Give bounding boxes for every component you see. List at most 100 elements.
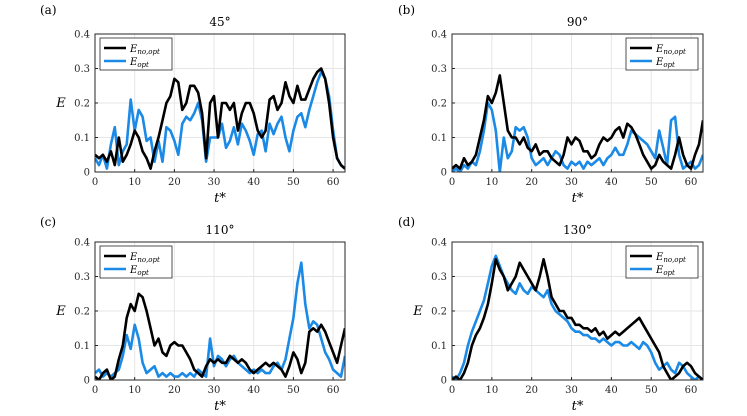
y-axis-label: E	[412, 304, 423, 319]
panel-label: (b)	[398, 3, 415, 17]
x-tick-label: 60	[685, 385, 698, 396]
x-axis-label: t*	[214, 191, 226, 206]
y-tick-label: 0.1	[431, 133, 447, 144]
axes-box	[94, 33, 346, 173]
series-line-no-opt	[452, 74, 703, 170]
legend-entry-no-opt: Eno,opt	[129, 44, 160, 56]
legend-label-main: E	[129, 252, 138, 263]
axes-box	[451, 33, 704, 173]
legend-label-sub: opt	[663, 269, 675, 277]
x-tick-label: 50	[287, 385, 300, 396]
legend-label-main: E	[655, 252, 664, 263]
legend-label-main: E	[129, 265, 138, 276]
legend-label-main: E	[129, 57, 138, 68]
x-axis-label: t*	[214, 399, 226, 414]
x-tick-label: 0	[92, 177, 98, 188]
y-tick-label: 0.4	[74, 30, 90, 41]
legend-entry-opt: Eopt	[655, 57, 675, 69]
y-tick-label: 0.4	[74, 238, 90, 249]
y-tick-label: 0.1	[74, 341, 90, 352]
y-tick-label: 0	[84, 376, 90, 387]
x-tick-label: 40	[605, 177, 618, 188]
legend-entry-opt: Eopt	[655, 265, 675, 277]
panel-title: 130°	[563, 223, 592, 237]
y-tick-label: 0.3	[74, 272, 90, 283]
y-tick-label: 0.2	[74, 99, 90, 110]
x-tick-label: 10	[485, 385, 498, 396]
y-tick-label: 0.3	[74, 64, 90, 75]
x-tick-label: 50	[645, 385, 658, 396]
x-tick-label: 60	[327, 385, 340, 396]
x-tick-label: 0	[92, 385, 98, 396]
panel-label: (c)	[40, 215, 56, 229]
x-tick-label: 40	[247, 177, 260, 188]
legend-label-main: E	[129, 44, 138, 55]
x-axis-label: t*	[572, 191, 584, 206]
legend-label-sub: no,opt	[663, 256, 686, 264]
panel-title: 110°	[206, 223, 235, 237]
series-line-no-opt	[95, 292, 345, 380]
panel-title: 45°	[209, 15, 230, 29]
legend-label-sub: no,opt	[663, 48, 686, 56]
panel-1: 0 10 20 30 40 50 6000.10.20.30.445°(a)t*EEno,o…	[40, 3, 346, 206]
series-line-no-opt	[452, 258, 703, 380]
series-line-opt	[452, 254, 703, 380]
legend-entry-opt: Eopt	[129, 57, 149, 69]
x-tick-label: 40	[605, 385, 618, 396]
panel-2: 0 10 20 30 40 50 60 0 0.1 0.2 0.3 0.4 90° (b) t* Eno,op…	[398, 3, 704, 206]
legend-label-sub: no,opt	[137, 256, 160, 264]
legend-label-sub: opt	[663, 61, 675, 69]
series-line-opt	[95, 261, 345, 378]
y-tick-label: 0.3	[431, 272, 447, 283]
x-tick-label: 0	[449, 385, 455, 396]
legend-box	[625, 245, 699, 279]
axes-box	[94, 241, 346, 381]
legend-box	[625, 37, 699, 71]
x-tick-label: 50	[287, 177, 300, 188]
y-tick-label: 0.3	[431, 64, 447, 75]
y-axis-label: E	[55, 304, 66, 319]
legend-label-main: E	[655, 44, 664, 55]
x-tick-label: 30	[565, 385, 578, 396]
x-tick-label: 20	[525, 385, 538, 396]
x-tick-label: 30	[208, 177, 221, 188]
panel-title: 90°	[567, 15, 588, 29]
y-tick-label: 0.4	[431, 238, 447, 249]
series-line-opt	[452, 101, 703, 172]
series-line-no-opt	[95, 67, 345, 170]
y-tick-label: 0	[441, 376, 447, 387]
legend-box	[99, 245, 173, 279]
x-tick-label: 40	[247, 385, 260, 396]
legend-label-main: E	[655, 265, 664, 276]
legend-box	[99, 37, 173, 71]
panel-label: (a)	[40, 3, 57, 17]
panel-label: (d)	[398, 215, 415, 229]
y-axis-label: E	[55, 96, 66, 111]
y-tick-label: 0.4	[431, 30, 447, 41]
y-tick-label: 0.1	[74, 133, 90, 144]
x-tick-label: 20	[168, 385, 181, 396]
x-tick-label: 20	[168, 177, 181, 188]
x-tick-label: 60	[685, 177, 698, 188]
legend-label-sub: opt	[137, 269, 149, 277]
legend-entry-opt: Eopt	[129, 265, 149, 277]
x-tick-label: 30	[565, 177, 578, 188]
panel-3: 0 10 20 30 40 50 6000.10.20.30.4110°(c)t*EEno,…	[40, 215, 346, 414]
y-tick-label: 0.2	[431, 99, 447, 110]
legend-label-sub: no,opt	[137, 48, 160, 56]
axes-box	[451, 241, 704, 381]
y-tick-label: 0	[84, 168, 90, 179]
x-tick-label: 30	[208, 385, 221, 396]
x-tick-label: 50	[645, 177, 658, 188]
y-tick-label: 0.2	[74, 307, 90, 318]
y-tick-label: 0	[441, 168, 447, 179]
legend-entry-no-opt: Eno,opt	[655, 44, 686, 56]
legend-entry-no-opt: Eno,opt	[655, 252, 686, 264]
x-tick-label: 20	[525, 177, 538, 188]
x-tick-label: 60	[327, 177, 340, 188]
legend-label-main: E	[655, 57, 664, 68]
